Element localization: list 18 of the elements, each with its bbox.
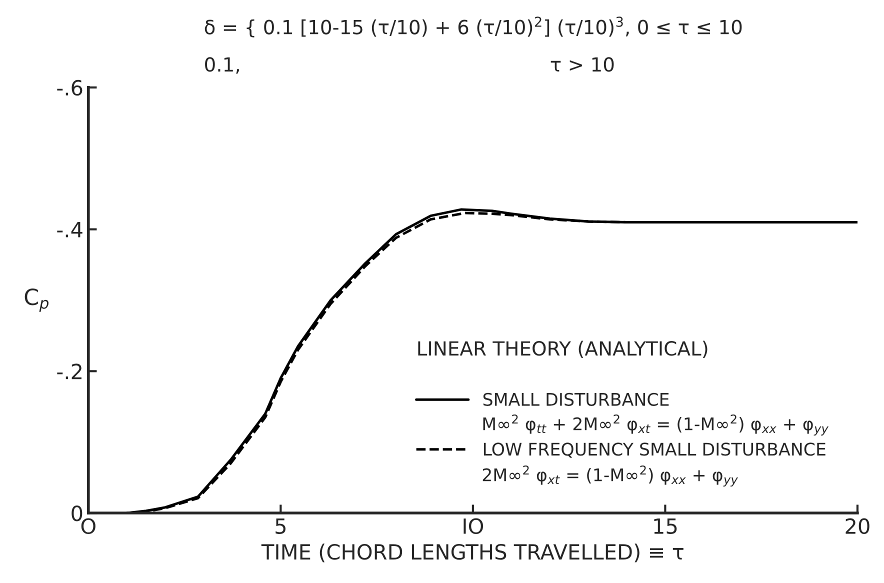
legend-title: LINEAR THEORY (ANALYTICAL)	[418, 340, 708, 358]
x-tick-label: 20	[846, 518, 870, 534]
y-tick-label: -.2	[57, 364, 82, 380]
text: 2M∞$^{2}$ φ$_{xt}$ = (1-M∞$^{2}$) φ$_{xx}$ + φ$_{yy}$	[482, 465, 738, 487]
x-axis-title: TIME (CHORD LENGTHS TRAVELLED) ≡ τ	[261, 544, 684, 562]
x-tick-label: 5	[276, 518, 286, 534]
y-tick-label: -.4	[57, 222, 82, 238]
text: 0.1, τ > 10	[205, 57, 614, 74]
y-axis-title: C$_{p}$	[24, 288, 48, 312]
legend-label: SMALL DISTURBANCE	[483, 392, 669, 406]
x-tick-label: IO	[464, 518, 484, 534]
text: M∞$^{2}$ φ$_{tt}$ + 2M∞$^{2}$ φ$_{xt}$ = (1-M∞$^{2}$) φ$_{xx}$ + φ$_{yy}$	[483, 414, 829, 436]
y-tick-label: 0	[72, 505, 82, 522]
text: δ = { 0.1 [10-15 (τ/10) + 6 (τ/10)$^{2}$] (τ/10)$^{3}$, 0 ≤ τ ≤ 10	[204, 16, 742, 38]
legend-label: LOW FREQUENCY SMALL DISTURBANCE	[484, 442, 826, 458]
x-tick-label: O	[81, 518, 96, 534]
y-tick-label: -.6	[57, 80, 82, 96]
x-tick-label: 15	[654, 518, 677, 534]
